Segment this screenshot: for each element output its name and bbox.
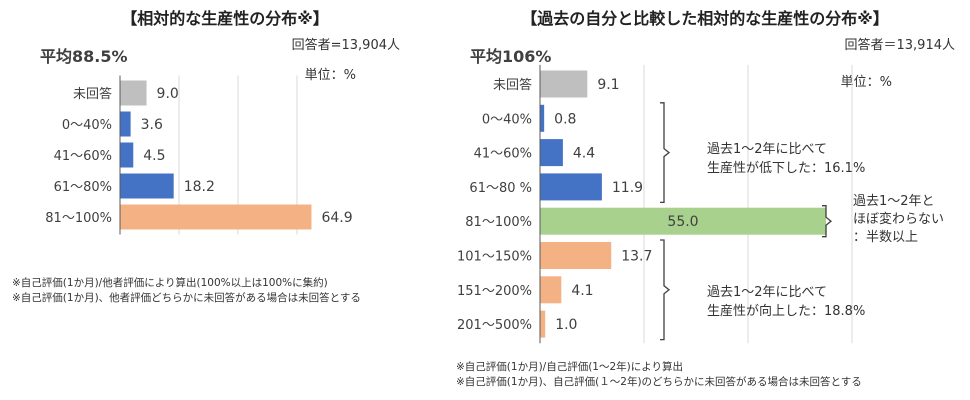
annotation-line: ：半数以上 <box>853 230 918 245</box>
right-bar <box>540 242 612 269</box>
annotation-text: 過去1～2年に比べて生産性が低下した：16.1% <box>707 142 865 176</box>
right-value-label: 55.0 <box>667 214 698 230</box>
left-value-label: 4.5 <box>143 148 165 164</box>
annotation-brace <box>660 102 671 204</box>
left-category-label: 61～80% <box>54 180 112 195</box>
annotation-line: 過去1～2年と <box>853 194 935 209</box>
annotation-brace <box>822 205 833 238</box>
chart-right: 【過去の自分と比較した相対的な生産性の分布※】 平均106% 回答者＝13,91… <box>456 9 955 388</box>
right-bar <box>540 70 588 98</box>
right-category-label: 201～500% <box>457 318 532 333</box>
left-bars: 未回答 9.0 0～40% 3.6 41～60% 4.5 61～80% 18.2 81～100%… <box>45 80 353 230</box>
right-bar <box>540 139 563 167</box>
right-value-label: 11.9 <box>612 180 643 196</box>
annotation-brace <box>660 239 671 341</box>
left-category-label: 未回答 <box>73 86 112 102</box>
right-category-label: 0～40% <box>482 112 532 127</box>
left-bar <box>120 111 131 137</box>
annotation-line: 過去1～2年に比べて <box>707 285 827 300</box>
right-category-label: 41～60% <box>474 147 532 162</box>
left-value-label: 9.0 <box>157 86 179 102</box>
right-category-label: 81～100% <box>465 215 532 230</box>
right-category-label: 101～150% <box>457 250 532 265</box>
right-note-1: ※自己評価(1か月)/自己評価(1～2年)により算出 <box>456 360 683 373</box>
annotation-line: 生産性が向上した：18.8% <box>707 303 865 319</box>
annotation-line: 生産性が低下した：16.1% <box>707 160 865 176</box>
left-unit: 単位：% <box>305 67 356 83</box>
right-gridlines <box>643 64 853 344</box>
left-category-label: 81～100% <box>45 211 112 226</box>
left-bar <box>120 142 134 168</box>
right-note-2: ※自己評価(1か月)、自己評価(１～2年)のどちらかに未回答がある場合は未回答と… <box>456 375 862 388</box>
chart-left: 【相対的な生産性の分布※】 平均88.5% 回答者=13,904人 単位：% 未… <box>12 9 400 304</box>
right-value-label: 4.4 <box>573 146 595 162</box>
right-title: 【過去の自分と比較した相対的な生産性の分布※】 <box>521 9 889 28</box>
left-note-1: ※自己評価(1か月)/他者評価により算出(100%以上は100%に集約) <box>12 276 328 289</box>
right-value-label: 4.1 <box>571 283 593 299</box>
right-category-label: 61～80 % <box>469 181 532 196</box>
left-category-label: 0～40% <box>62 118 112 133</box>
left-value-label: 3.6 <box>141 117 163 133</box>
right-value-label: 9.1 <box>597 77 619 93</box>
right-category-label: 151～200% <box>457 284 532 299</box>
right-unit: 単位：% <box>841 74 892 90</box>
right-bars: 未回答 9.1 0～40% 0.8 41～60% 4.4 61～80 % 11.9 81～100… <box>457 70 826 338</box>
left-respondents: 回答者=13,904人 <box>292 37 400 53</box>
right-annotations: 過去1～2年に比べて生産性が低下した：16.1%過去1～2年とほぼ変わらない：半… <box>660 102 944 341</box>
left-bar <box>120 173 174 199</box>
left-bar <box>120 204 312 230</box>
right-respondents: 回答者＝13,914人 <box>845 37 956 53</box>
right-value-label: 1.0 <box>555 317 577 333</box>
annotation-text: 過去1～2年とほぼ変わらない ：半数以上 <box>853 194 944 245</box>
right-bar <box>540 207 826 235</box>
left-title: 【相対的な生産性の分布※】 <box>121 9 329 28</box>
left-value-label: 64.9 <box>321 210 352 226</box>
annotation-text: 過去1～2年に比べて生産性が向上した：18.8% <box>707 285 865 319</box>
right-category-label: 未回答 <box>493 77 532 93</box>
right-value-label: 0.8 <box>554 111 576 127</box>
right-bar <box>540 104 545 132</box>
annotation-line: 過去1～2年に比べて <box>707 142 827 157</box>
annotation-line: ほぼ変わらない <box>853 211 944 227</box>
right-bar <box>540 173 602 201</box>
right-average: 平均106% <box>470 47 551 66</box>
left-bar <box>120 80 147 106</box>
left-note-2: ※自己評価(1か月)、他者評価どちらかに未回答がある場合は未回答とする <box>12 291 361 304</box>
left-category-label: 41～60% <box>54 149 112 164</box>
right-value-label: 13.7 <box>621 249 652 265</box>
right-bar <box>540 276 562 304</box>
left-average: 平均88.5% <box>40 47 128 66</box>
left-value-label: 18.2 <box>184 179 215 195</box>
right-bar <box>540 310 546 338</box>
